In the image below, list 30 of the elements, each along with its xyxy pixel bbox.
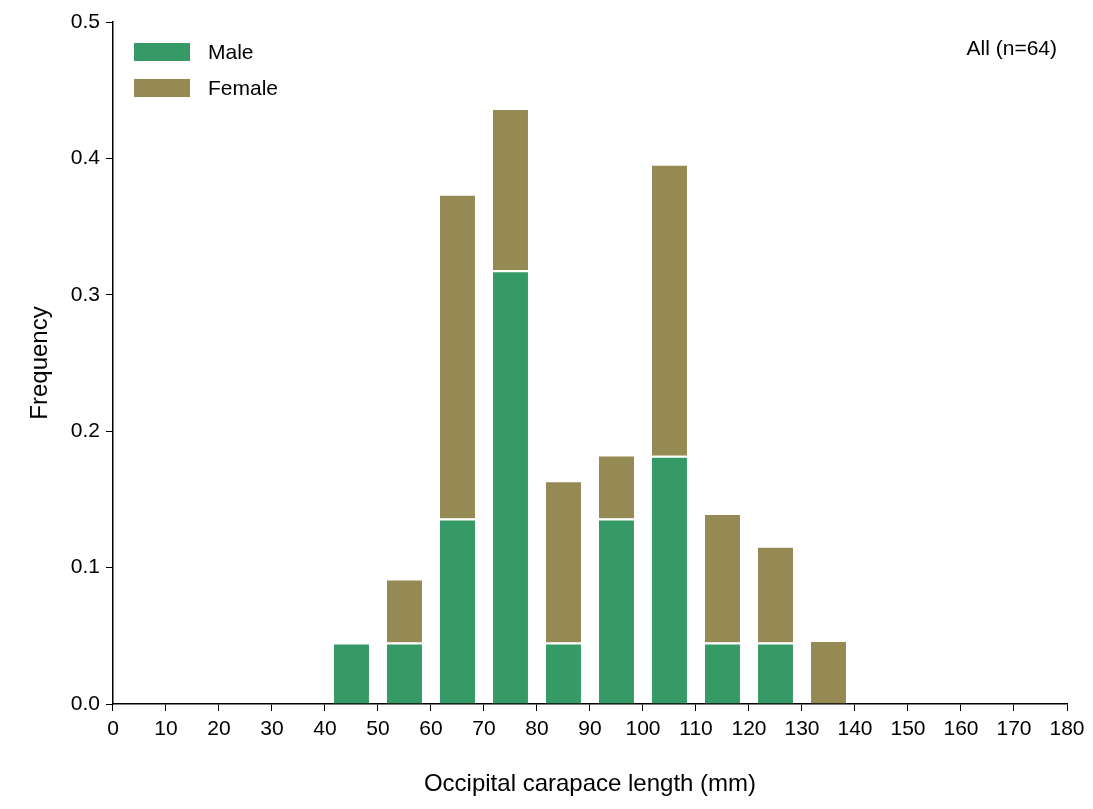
y-tick-label: 0.0 [70,690,100,714]
y-axis-title: Frequency [25,306,53,420]
x-tick-label: 150 [890,716,926,740]
x-tick-label: 0 [107,716,119,740]
x-tick-label: 20 [207,716,231,740]
x-axis-title: Occipital carapace length (mm) [423,769,757,797]
y-tick-label: 0.1 [70,554,100,578]
legend-label: Female [208,76,279,100]
x-tick-label: 70 [472,716,496,740]
x-tick-label: 50 [366,716,390,740]
x-tick-label: 90 [578,716,602,740]
x-tick-label: 60 [419,716,443,740]
x-tick-label: 80 [525,716,549,740]
x-tick-label: 180 [1049,716,1085,740]
x-tick-label: 10 [154,716,178,740]
y-tick-label: 0.5 [70,8,100,32]
x-tick-label: 110 [679,716,713,740]
x-tick-label: 40 [313,716,337,740]
x-tick-label: 30 [260,716,284,740]
annotation: All (n=64) [966,36,1057,60]
x-tick-label: 160 [943,716,979,740]
y-tick-label: 0.4 [70,145,101,169]
x-tick-label: 120 [731,716,767,740]
y-tick-label: 0.2 [70,418,100,441]
y-tick-label: 0.3 [70,281,100,305]
legend-label: Male [208,40,254,64]
x-tick-label: 100 [625,716,661,740]
x-tick-label: 170 [996,716,1032,740]
x-tick-label: 130 [784,716,820,740]
x-tick-label: 140 [837,716,873,740]
